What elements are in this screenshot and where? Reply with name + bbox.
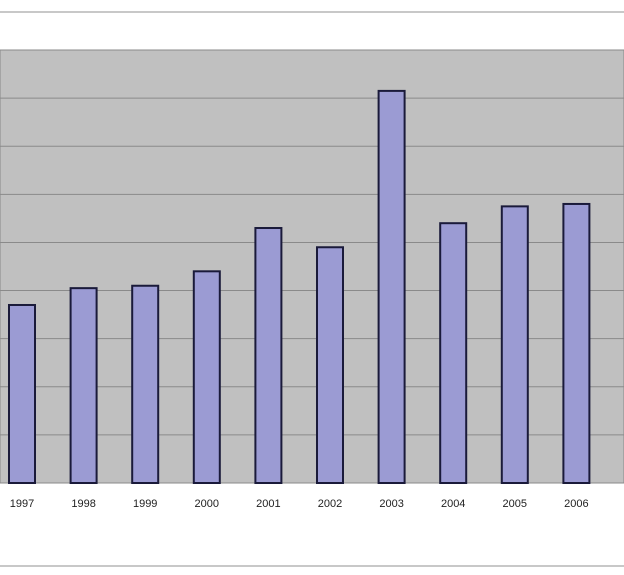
bar bbox=[254, 227, 283, 484]
bar bbox=[500, 205, 529, 484]
bar bbox=[439, 222, 468, 484]
x-tick-label: 2000 bbox=[195, 498, 219, 510]
x-tick-label: 1999 bbox=[133, 498, 157, 510]
bar bbox=[377, 89, 406, 485]
bar bbox=[562, 202, 591, 484]
x-tick-label: 2002 bbox=[318, 498, 342, 510]
bar bbox=[69, 287, 98, 484]
x-tick-label: 2001 bbox=[256, 498, 280, 510]
x-tick-label: 2005 bbox=[503, 498, 527, 510]
x-tick-label: 2003 bbox=[379, 498, 403, 510]
x-tick-label: 2004 bbox=[441, 498, 465, 510]
bar bbox=[8, 303, 36, 484]
x-tick-label: 1998 bbox=[71, 498, 95, 510]
x-tick-label: 2006 bbox=[564, 498, 588, 510]
bar bbox=[131, 284, 160, 484]
bar bbox=[192, 270, 221, 484]
x-tick-label: 1997 bbox=[10, 498, 34, 510]
bar bbox=[316, 246, 344, 484]
